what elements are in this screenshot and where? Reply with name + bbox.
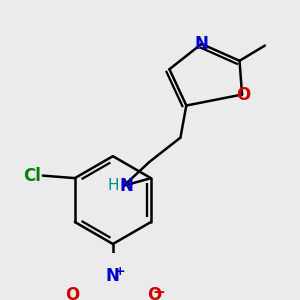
Text: N: N xyxy=(119,177,133,195)
Text: O: O xyxy=(147,286,161,300)
Text: −: − xyxy=(152,285,165,300)
Text: H: H xyxy=(107,178,118,193)
Text: +: + xyxy=(114,265,125,278)
Text: O: O xyxy=(237,85,251,103)
Text: Cl: Cl xyxy=(23,167,41,184)
Text: O: O xyxy=(65,286,79,300)
Text: N: N xyxy=(195,35,208,53)
Text: N: N xyxy=(106,267,120,285)
